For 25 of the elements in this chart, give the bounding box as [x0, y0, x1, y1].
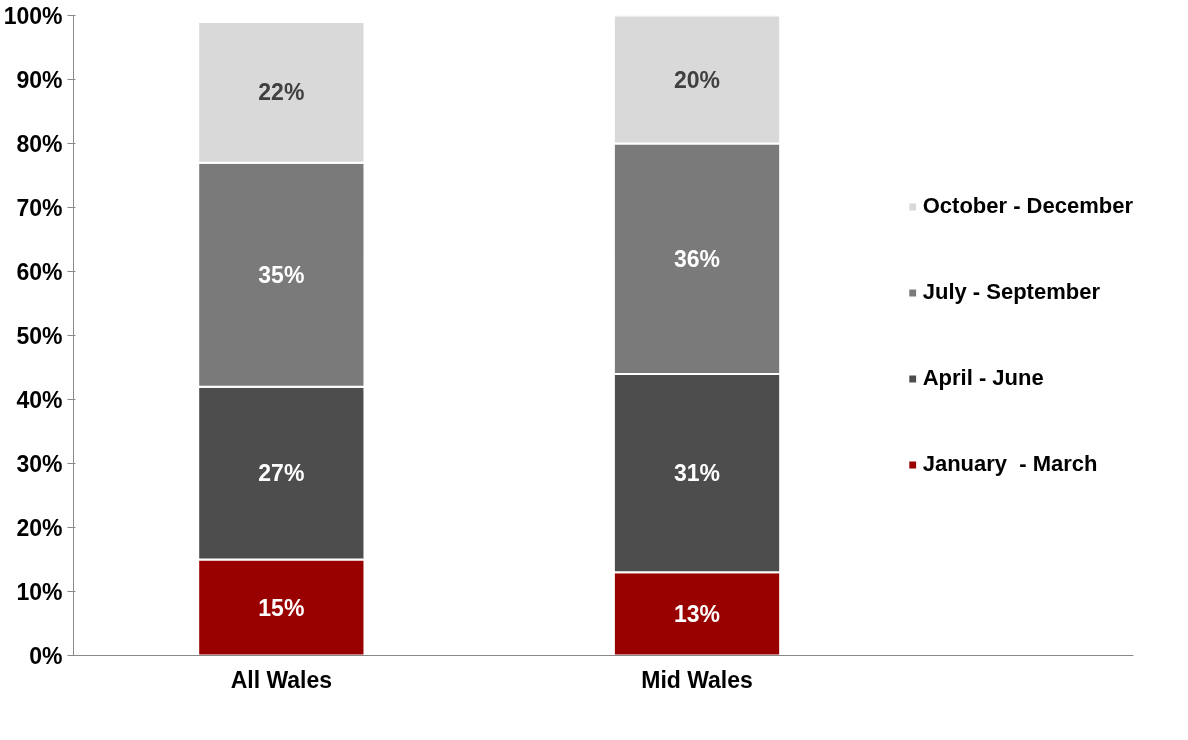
y-tick-label: 50% [16, 322, 63, 349]
legend-label: October - December [922, 193, 1133, 219]
data-label: 31% [674, 460, 721, 487]
y-tick-label: 40% [16, 386, 63, 413]
data-label: 20% [674, 66, 721, 93]
y-tick-label: 30% [16, 450, 63, 477]
data-label: 27% [258, 460, 305, 487]
y-tick-label: 0% [29, 642, 63, 669]
x-tick-label: Mid Wales [641, 666, 753, 693]
legend-label: July - September [922, 279, 1100, 305]
y-tick-label: 100% [3, 2, 63, 29]
y-tick-label: 10% [16, 578, 63, 605]
y-tick-label: 60% [16, 258, 63, 285]
y-tick-label: 90% [16, 66, 63, 93]
data-label: 35% [258, 261, 305, 288]
legend-label: April - June [922, 365, 1044, 391]
data-label: 36% [674, 245, 721, 272]
legend-label: January - March [922, 451, 1098, 477]
y-tick-label: 20% [16, 514, 63, 541]
y-tick-label: 80% [16, 130, 63, 157]
data-label: 22% [258, 79, 305, 106]
y-tick-label: 70% [16, 194, 63, 221]
data-label: 13% [674, 600, 721, 627]
data-label: 15% [258, 594, 305, 621]
x-tick-label: All Wales [230, 666, 333, 693]
